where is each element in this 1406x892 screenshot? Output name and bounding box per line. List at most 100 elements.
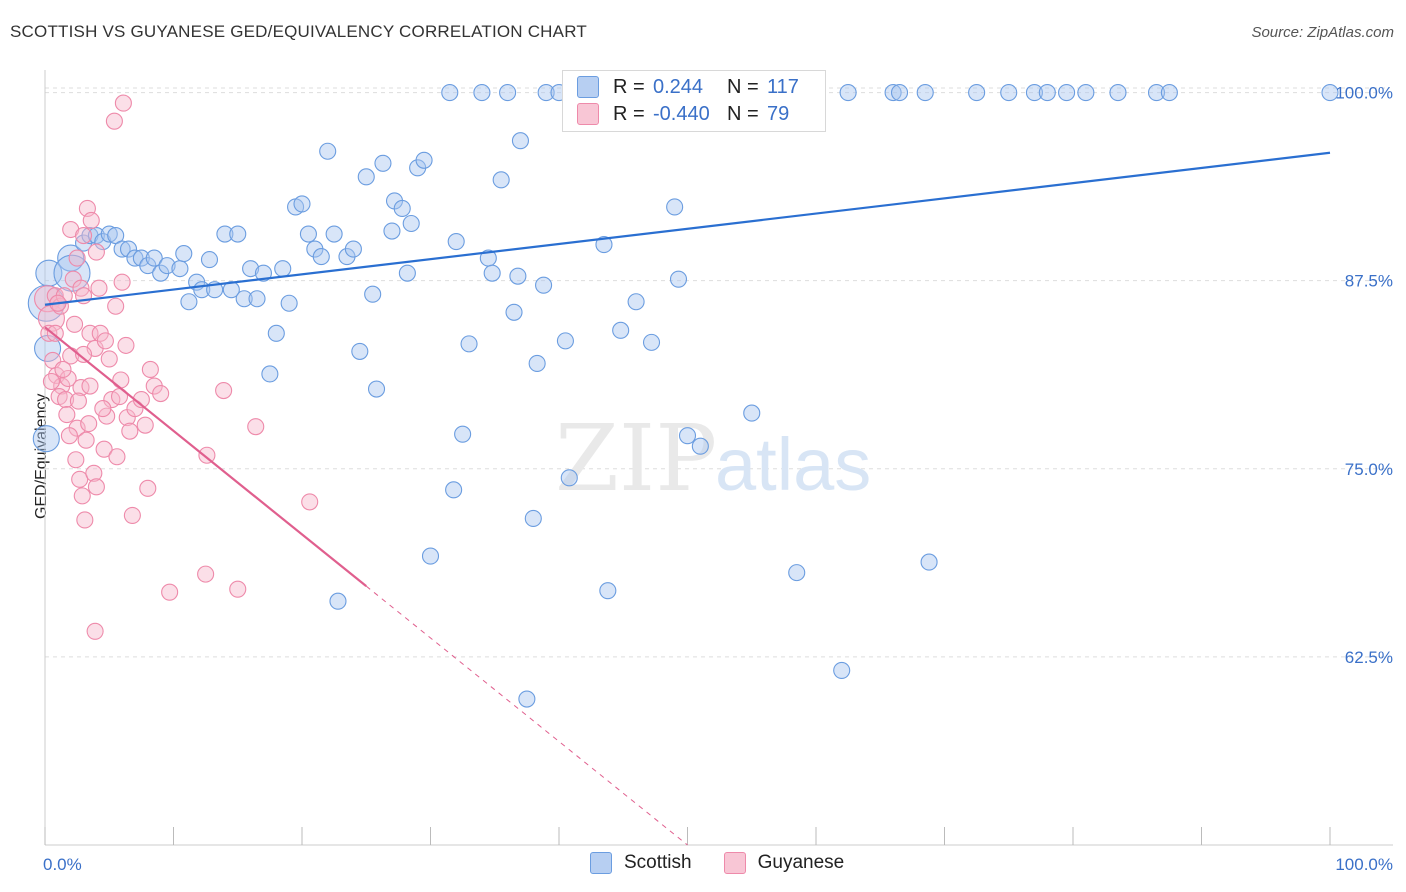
scottish-point <box>158 257 176 275</box>
guyanese-point <box>73 487 91 505</box>
guyanese-point <box>77 431 95 449</box>
guyanese-point <box>114 94 132 112</box>
legend-item-scottish[interactable]: Scottish <box>590 852 692 874</box>
guyanese-point <box>117 336 135 354</box>
guyanese-point <box>71 470 89 488</box>
scottish-point <box>612 321 630 339</box>
guyanese-point <box>87 478 105 496</box>
scottish-point <box>518 690 536 708</box>
scottish-point <box>180 293 198 311</box>
watermark-zip: ZIP <box>555 405 717 512</box>
guyanese-point <box>46 324 64 342</box>
guyanese-point <box>107 297 125 315</box>
guyanese-legend-swatch <box>723 852 746 874</box>
y-tick-label: 100.0% <box>1335 84 1393 103</box>
scottish-point <box>415 151 433 169</box>
scottish-point <box>595 236 613 254</box>
guyanese-point <box>82 211 100 230</box>
guyanese-point <box>198 446 216 464</box>
scottish-point <box>175 245 193 263</box>
guyanese-points <box>34 94 319 640</box>
scottish-point <box>627 293 645 311</box>
legend-item-guyanese[interactable]: Guyanese <box>723 852 844 874</box>
guyanese-point <box>105 112 123 130</box>
scottish-point <box>1038 84 1056 102</box>
scottish-point <box>393 199 411 217</box>
guyanese-point <box>141 360 159 379</box>
guyanese-point <box>215 381 233 400</box>
guyanese-r-value: -0.440 <box>653 102 710 125</box>
scottish-r-value: 0.244 <box>653 75 704 98</box>
guyanese-point <box>113 273 131 291</box>
guyanese-n-label: N = <box>727 102 759 125</box>
y-tick-label: 87.5% <box>1345 272 1393 291</box>
trend-lines <box>44 151 1331 846</box>
guyanese-point <box>161 583 179 601</box>
x-tick-label-max: 100.0% <box>1335 855 1393 874</box>
guyanese-point <box>247 418 265 436</box>
scottish-point <box>509 267 527 285</box>
legend-row-guyanese: R = -0.440 N = 79 <box>577 102 789 126</box>
guyanese-point <box>121 422 139 440</box>
scottish-point <box>560 469 578 487</box>
scottish-point <box>460 335 478 353</box>
stats-legend: R = 0.244 N = 117 R = -0.440 N = 79 <box>562 70 826 132</box>
guyanese-point <box>100 350 118 368</box>
guyanese-swatch <box>577 103 599 125</box>
guyanese-point <box>94 400 112 418</box>
scottish-point <box>374 154 392 172</box>
scottish-point <box>916 84 934 102</box>
scottish-point <box>890 84 909 102</box>
scottish-point <box>351 342 369 360</box>
scottish-point <box>968 84 986 102</box>
legend-row-scottish: R = 0.244 N = 117 <box>577 75 799 99</box>
guyanese-point <box>67 451 85 469</box>
guyanese-point <box>108 448 126 466</box>
scottish-point <box>445 481 463 499</box>
scottish-trend-line <box>44 151 1331 306</box>
scottish-point <box>599 582 617 600</box>
scottish-point <box>483 264 501 282</box>
scottish-point <box>1109 84 1127 102</box>
scottish-point <box>473 84 491 102</box>
scottish-point <box>537 84 555 102</box>
scottish-point <box>329 592 347 610</box>
guyanese-point <box>112 371 130 389</box>
guyanese-point <box>86 622 104 640</box>
scottish-point <box>312 248 330 266</box>
scottish-point <box>87 226 105 245</box>
guyanese-point <box>139 479 157 497</box>
scottish-point <box>216 225 234 243</box>
scottish-point <box>535 276 553 294</box>
chart-title: SCOTTISH VS GUYANESE GED/EQUIVALENCY COR… <box>10 22 587 41</box>
guyanese-point <box>80 415 98 433</box>
scottish-legend-label: Scottish <box>624 852 692 873</box>
scottish-point <box>441 84 459 102</box>
scottish-point <box>1160 84 1178 102</box>
scottish-point <box>254 264 273 282</box>
scottish-point <box>274 260 292 278</box>
guyanese-point <box>75 226 93 245</box>
scottish-point <box>454 425 472 443</box>
scottish-point <box>1000 84 1018 102</box>
scottish-swatch <box>577 76 599 98</box>
scottish-point <box>383 222 401 240</box>
scottish-point <box>367 380 386 398</box>
guyanese-point <box>72 378 90 397</box>
scottish-point <box>299 225 317 243</box>
scottish-point <box>235 290 253 308</box>
scottish-point <box>229 225 247 243</box>
scottish-point <box>1147 84 1166 102</box>
guyanese-point <box>54 360 72 379</box>
guyanese-point <box>75 345 93 363</box>
guyanese-point <box>136 416 154 434</box>
guyanese-point <box>81 324 99 342</box>
guyanese-point <box>123 506 141 524</box>
scottish-point <box>691 437 709 455</box>
scottish-point <box>398 264 416 282</box>
source-credit: Source: ZipAtlas.com <box>1251 24 1394 41</box>
scottish-point <box>421 547 440 565</box>
y-tick-label: 75.0% <box>1345 460 1393 479</box>
guyanese-point <box>40 324 58 342</box>
tick-labels: 100.0% 87.5% 75.0% 62.5% 0.0% 100.0% <box>43 84 1393 874</box>
